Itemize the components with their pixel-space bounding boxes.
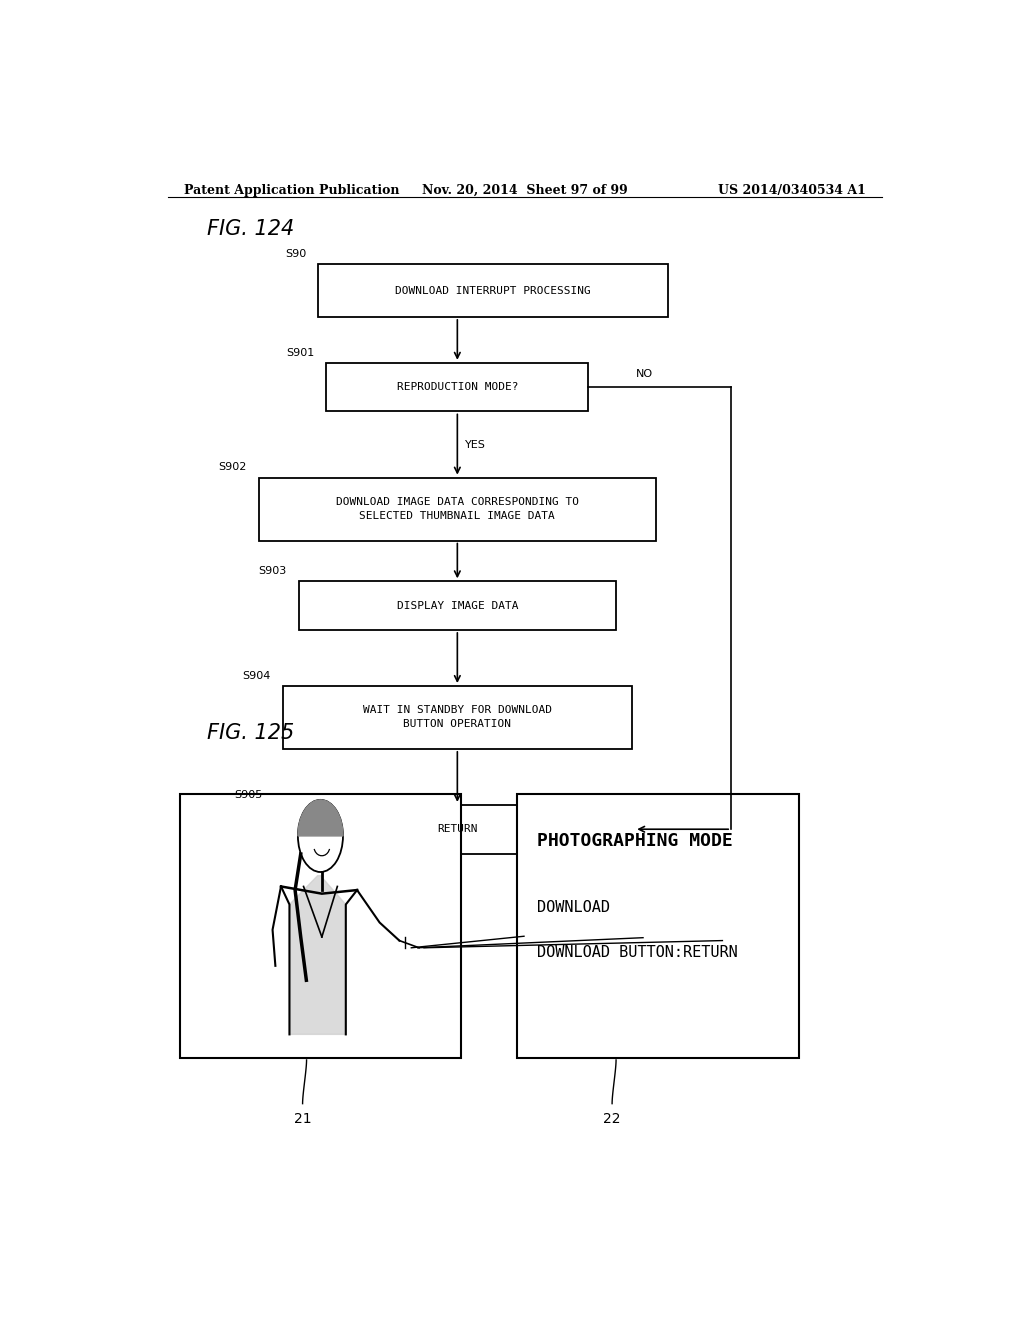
FancyBboxPatch shape xyxy=(318,264,668,317)
Text: WAIT IN STANDBY FOR DOWNLOAD
BUTTON OPERATION: WAIT IN STANDBY FOR DOWNLOAD BUTTON OPER… xyxy=(362,705,552,730)
FancyBboxPatch shape xyxy=(299,581,616,630)
FancyBboxPatch shape xyxy=(259,478,655,541)
Text: PHOTOGRAPHING MODE: PHOTOGRAPHING MODE xyxy=(537,832,732,850)
Text: S905: S905 xyxy=(234,789,263,800)
Polygon shape xyxy=(290,875,346,1035)
Text: YES: YES xyxy=(465,440,486,450)
Text: REPRODUCTION MODE?: REPRODUCTION MODE? xyxy=(396,381,518,392)
Ellipse shape xyxy=(298,800,343,873)
Text: DOWNLOAD: DOWNLOAD xyxy=(537,900,609,915)
Text: US 2014/0340534 A1: US 2014/0340534 A1 xyxy=(718,183,866,197)
Text: S903: S903 xyxy=(258,566,287,576)
Text: DOWNLOAD INTERRUPT PROCESSING: DOWNLOAD INTERRUPT PROCESSING xyxy=(395,285,591,296)
FancyBboxPatch shape xyxy=(179,793,461,1057)
Text: S904: S904 xyxy=(243,671,270,681)
Text: NO: NO xyxy=(636,368,653,379)
Text: 22: 22 xyxy=(603,1111,621,1126)
FancyBboxPatch shape xyxy=(517,793,799,1057)
Text: DOWNLOAD BUTTON:RETURN: DOWNLOAD BUTTON:RETURN xyxy=(537,945,737,960)
Text: 21: 21 xyxy=(294,1111,311,1126)
Text: Nov. 20, 2014  Sheet 97 of 99: Nov. 20, 2014 Sheet 97 of 99 xyxy=(422,183,628,197)
Text: Patent Application Publication: Patent Application Publication xyxy=(183,183,399,197)
Text: S90: S90 xyxy=(286,249,306,259)
Polygon shape xyxy=(298,800,343,836)
Text: RETURN: RETURN xyxy=(437,824,477,834)
Text: DOWNLOAD IMAGE DATA CORRESPONDING TO
SELECTED THUMBNAIL IMAGE DATA: DOWNLOAD IMAGE DATA CORRESPONDING TO SEL… xyxy=(336,498,579,521)
Text: S902: S902 xyxy=(219,462,247,473)
Text: S901: S901 xyxy=(287,347,314,358)
Text: FIG. 124: FIG. 124 xyxy=(207,219,295,239)
FancyBboxPatch shape xyxy=(274,805,640,854)
Text: DISPLAY IMAGE DATA: DISPLAY IMAGE DATA xyxy=(396,601,518,611)
Text: FIG. 125: FIG. 125 xyxy=(207,722,295,743)
FancyBboxPatch shape xyxy=(283,686,632,748)
FancyBboxPatch shape xyxy=(327,363,588,412)
